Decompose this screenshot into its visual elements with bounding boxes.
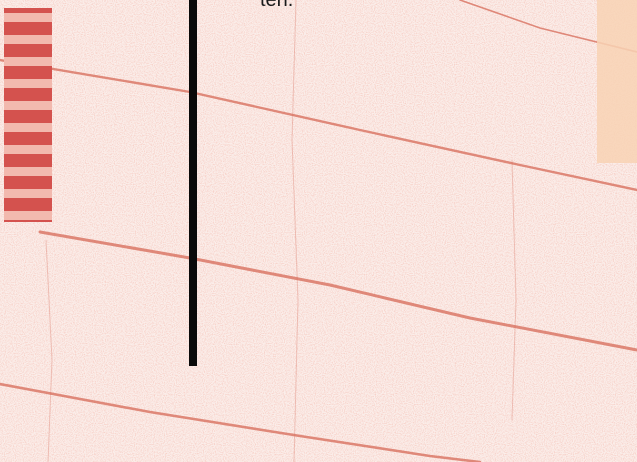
vertical-divider-bar [189, 0, 197, 366]
crack-line-3 [0, 382, 482, 462]
caption-text: ten. [260, 0, 294, 11]
striped-bar-icon [4, 8, 52, 222]
crack-line-5 [291, 0, 299, 462]
crack-line-6 [511, 159, 517, 421]
peach-panel [597, 0, 637, 163]
crack-line-7 [45, 239, 53, 462]
crack-line-1 [0, 58, 637, 192]
crack-line-2 [38, 230, 637, 352]
